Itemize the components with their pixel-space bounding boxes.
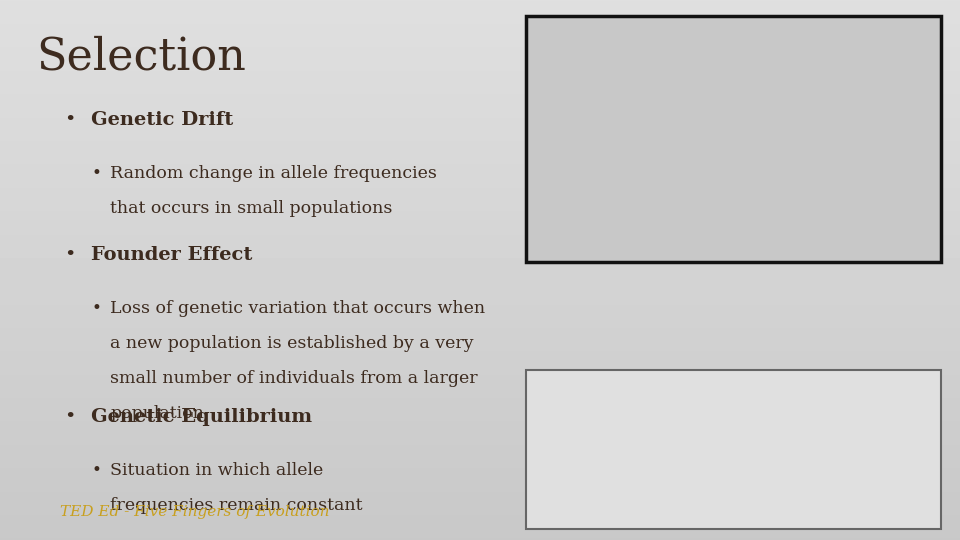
Text: Selection: Selection bbox=[36, 35, 247, 78]
Text: small number of individuals from a larger: small number of individuals from a large… bbox=[110, 370, 478, 387]
Text: •: • bbox=[64, 111, 76, 129]
Text: that occurs in small populations: that occurs in small populations bbox=[110, 200, 393, 217]
Text: •: • bbox=[91, 462, 101, 478]
Text: •: • bbox=[91, 300, 101, 316]
Text: Situation in which allele: Situation in which allele bbox=[110, 462, 324, 478]
Text: •: • bbox=[91, 165, 101, 181]
Text: Genetic Equilibrium: Genetic Equilibrium bbox=[91, 408, 312, 426]
Text: •: • bbox=[64, 246, 76, 264]
Text: Loss of genetic variation that occurs when: Loss of genetic variation that occurs wh… bbox=[110, 300, 486, 316]
Text: Founder Effect: Founder Effect bbox=[91, 246, 252, 264]
Text: a new population is established by a very: a new population is established by a ver… bbox=[110, 335, 474, 352]
Text: •: • bbox=[64, 408, 76, 426]
Text: Random change in allele frequencies: Random change in allele frequencies bbox=[110, 165, 437, 181]
Bar bbox=[526, 370, 941, 529]
Text: TED Ed - Five Fingers of Evolution: TED Ed - Five Fingers of Evolution bbox=[60, 505, 329, 519]
Text: frequencies remain constant: frequencies remain constant bbox=[110, 497, 363, 514]
Text: population: population bbox=[110, 405, 204, 422]
Bar bbox=[526, 16, 941, 262]
Text: Genetic Drift: Genetic Drift bbox=[91, 111, 233, 129]
